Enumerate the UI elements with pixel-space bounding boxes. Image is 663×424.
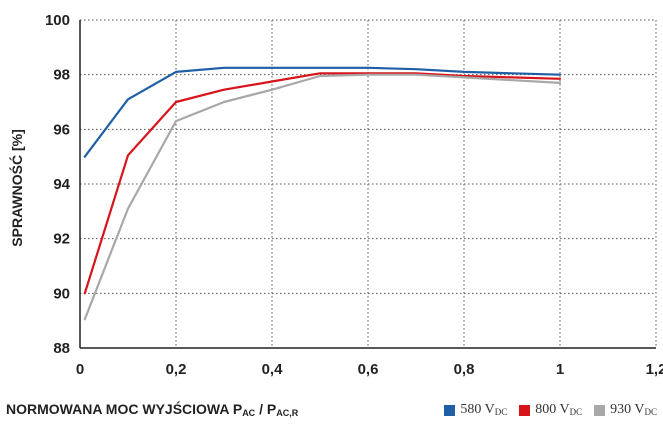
x-tick-label: 0 bbox=[76, 361, 84, 378]
y-tick-label: 90 bbox=[53, 285, 70, 302]
series-line-580-v bbox=[83, 66, 562, 158]
x-axis-title-main: NORMOWANA MOC WYJŚCIOWA P bbox=[6, 401, 243, 417]
x-tick-label: 0,6 bbox=[358, 361, 379, 378]
y-tick-label: 88 bbox=[53, 340, 70, 357]
axes-layer bbox=[79, 20, 656, 349]
x-axis-title-sub1: AC bbox=[242, 408, 256, 418]
y-tick-label: 100 bbox=[45, 12, 70, 29]
ticks-layer: 88 90 92 94 96 98 100 0 0,2 0,4 0,6 0,8 1 1,2 bbox=[45, 12, 663, 378]
x-tick-label: 0,4 bbox=[262, 361, 284, 378]
legend-label-930: 930 VDC bbox=[610, 402, 657, 417]
legend-item-930: 930 VDC bbox=[594, 402, 657, 418]
legend-swatch-580 bbox=[444, 404, 456, 416]
legend-item-580: 580 VDC bbox=[444, 402, 507, 418]
legend-item-800: 800 VDC bbox=[519, 402, 582, 418]
y-tick-label: 98 bbox=[53, 67, 70, 84]
x-axis-title: NORMOWANA MOC WYJŚCIOWA PAC / PAC,R bbox=[6, 401, 298, 423]
x-axis-title-sep: / P bbox=[255, 401, 277, 417]
y-tick-label: 96 bbox=[53, 121, 70, 138]
x-tick-label: 1 bbox=[556, 361, 564, 378]
x-axis-title-sub2: AC,R bbox=[276, 408, 299, 418]
x-tick-label: 0,8 bbox=[454, 361, 475, 378]
y-tick-label: 94 bbox=[53, 176, 70, 193]
series-line-800-v bbox=[83, 72, 562, 295]
grid-layer bbox=[80, 19, 657, 348]
y-axis-title: SPRAWNOŚĆ [%] bbox=[8, 129, 25, 246]
series-layer bbox=[83, 66, 562, 321]
series-line-930-v bbox=[83, 73, 562, 321]
y-tick-label: 92 bbox=[53, 231, 70, 248]
legend-swatch-930 bbox=[594, 404, 606, 416]
legend-swatch-800 bbox=[519, 404, 531, 416]
x-tick-label: 1,2 bbox=[646, 361, 663, 378]
legend-label-580: 580 VDC bbox=[460, 402, 508, 417]
efficiency-chart: 88 90 92 94 96 98 100 0 0,2 0,4 0,6 0,8 1 1,2 SPRAWNO… bbox=[8, 12, 663, 378]
x-tick-label: 0,2 bbox=[166, 361, 187, 378]
legend-label-800: 800 VDC bbox=[535, 402, 583, 417]
legend: 580 VDC 800 VDC 930 VDC bbox=[444, 402, 657, 418]
